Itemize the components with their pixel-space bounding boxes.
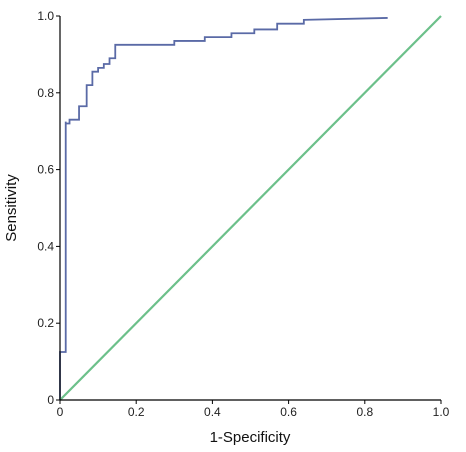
y-axis-label: Sensitivity [3, 174, 20, 242]
x-axis-label: 1-Specificity [210, 429, 291, 446]
x-tick-label: 0.8 [356, 405, 373, 419]
x-tick-label: 0 [57, 405, 64, 419]
x-tick-label: 0.2 [128, 405, 145, 419]
y-tick-label: 0.8 [37, 86, 54, 100]
x-tick-label: 0.4 [204, 405, 221, 419]
y-tick-label: 0 [47, 393, 54, 407]
x-tick-label: 1.0 [433, 405, 450, 419]
y-tick-label: 1.0 [37, 9, 54, 23]
reference-diagonal-line [59, 15, 442, 401]
y-tick-label: 0.6 [37, 163, 54, 177]
axes [56, 15, 442, 404]
x-tick-label: 0.6 [280, 405, 297, 419]
roc-curve-line [59, 17, 388, 400]
y-tick-label: 0.4 [37, 239, 54, 253]
y-tick-label: 0.2 [37, 316, 54, 330]
x-tick-labels: 0 0.2 0.4 0.6 0.8 1.0 [57, 405, 450, 419]
y-tick-labels: 0 0.2 0.4 0.6 0.8 1.0 [37, 9, 54, 407]
plot-area [59, 15, 442, 401]
